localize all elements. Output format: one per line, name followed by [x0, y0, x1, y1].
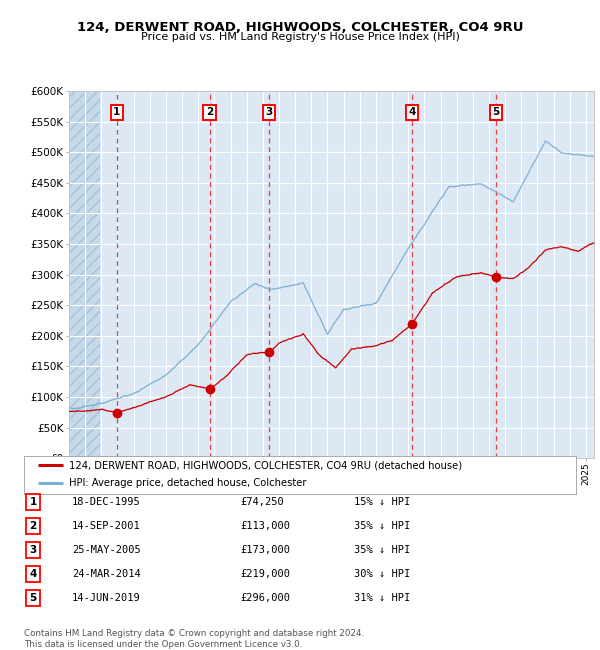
- Text: £219,000: £219,000: [240, 569, 290, 579]
- Text: £113,000: £113,000: [240, 521, 290, 531]
- Text: 5: 5: [29, 593, 37, 603]
- Text: 15% ↓ HPI: 15% ↓ HPI: [354, 497, 410, 507]
- Text: 4: 4: [29, 569, 37, 579]
- Text: £74,250: £74,250: [240, 497, 284, 507]
- Text: 35% ↓ HPI: 35% ↓ HPI: [354, 521, 410, 531]
- Text: 4: 4: [408, 107, 416, 118]
- Text: Price paid vs. HM Land Registry's House Price Index (HPI): Price paid vs. HM Land Registry's House …: [140, 32, 460, 42]
- Text: 24-MAR-2014: 24-MAR-2014: [72, 569, 141, 579]
- Text: HPI: Average price, detached house, Colchester: HPI: Average price, detached house, Colc…: [69, 478, 307, 488]
- Text: 30% ↓ HPI: 30% ↓ HPI: [354, 569, 410, 579]
- Text: 14-SEP-2001: 14-SEP-2001: [72, 521, 141, 531]
- Text: 3: 3: [266, 107, 273, 118]
- Text: 31% ↓ HPI: 31% ↓ HPI: [354, 593, 410, 603]
- Text: 124, DERWENT ROAD, HIGHWOODS, COLCHESTER, CO4 9RU: 124, DERWENT ROAD, HIGHWOODS, COLCHESTER…: [77, 21, 523, 34]
- Text: 18-DEC-1995: 18-DEC-1995: [72, 497, 141, 507]
- Text: 2: 2: [29, 521, 37, 531]
- Text: 5: 5: [493, 107, 500, 118]
- Text: 1: 1: [113, 107, 121, 118]
- Text: 2: 2: [206, 107, 214, 118]
- Text: £296,000: £296,000: [240, 593, 290, 603]
- Text: 124, DERWENT ROAD, HIGHWOODS, COLCHESTER, CO4 9RU (detached house): 124, DERWENT ROAD, HIGHWOODS, COLCHESTER…: [69, 460, 463, 471]
- Text: £173,000: £173,000: [240, 545, 290, 555]
- Bar: [69, 91, 100, 458]
- Text: 14-JUN-2019: 14-JUN-2019: [72, 593, 141, 603]
- Text: Contains HM Land Registry data © Crown copyright and database right 2024.
This d: Contains HM Land Registry data © Crown c…: [24, 629, 364, 649]
- Text: 3: 3: [29, 545, 37, 555]
- Text: 25-MAY-2005: 25-MAY-2005: [72, 545, 141, 555]
- Text: 1: 1: [29, 497, 37, 507]
- Text: 35% ↓ HPI: 35% ↓ HPI: [354, 545, 410, 555]
